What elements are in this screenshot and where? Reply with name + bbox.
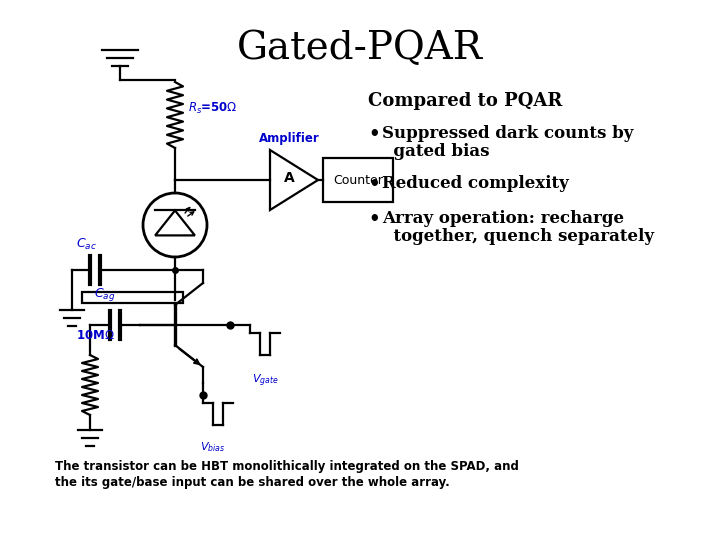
Text: Amplifier: Amplifier <box>258 132 320 145</box>
Text: Array operation: recharge: Array operation: recharge <box>382 210 624 227</box>
Bar <box>82 292 183 303</box>
Text: 10M$\Omega$: 10M$\Omega$ <box>76 329 115 342</box>
Text: the its gate/base input can be shared over the whole array.: the its gate/base input can be shared ov… <box>55 476 450 489</box>
Text: $V_{bias}$: $V_{bias}$ <box>200 440 225 454</box>
Text: Suppressed dark counts by: Suppressed dark counts by <box>382 125 634 142</box>
Text: •: • <box>368 175 379 193</box>
Text: gated bias: gated bias <box>382 143 490 160</box>
Text: A: A <box>284 171 294 185</box>
Text: •: • <box>368 210 379 228</box>
Text: together, quench separately: together, quench separately <box>382 228 654 245</box>
Text: $C_{ac}$: $C_{ac}$ <box>76 237 96 252</box>
Text: $C_{ag}$: $C_{ag}$ <box>94 286 115 303</box>
Text: Compared to PQAR: Compared to PQAR <box>368 92 562 110</box>
Text: $R_s$=50$\Omega$: $R_s$=50$\Omega$ <box>188 100 238 116</box>
Text: $V_{gate}$: $V_{gate}$ <box>251 373 279 389</box>
Text: Counter: Counter <box>333 173 383 186</box>
Text: Reduced complexity: Reduced complexity <box>382 175 569 192</box>
Text: The transistor can be HBT monolithically integrated on the SPAD, and: The transistor can be HBT monolithically… <box>55 460 519 473</box>
Bar <box>323 158 393 202</box>
Text: Gated-PQAR: Gated-PQAR <box>237 30 483 67</box>
Text: •: • <box>368 125 379 143</box>
